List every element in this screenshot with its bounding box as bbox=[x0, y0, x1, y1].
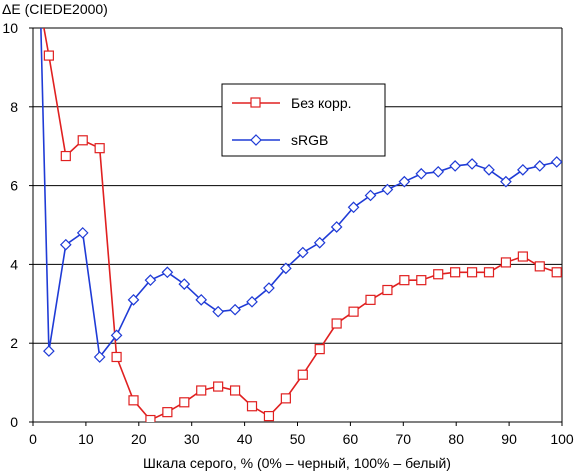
data-point bbox=[314, 344, 325, 355]
data-point bbox=[550, 156, 562, 168]
data-point bbox=[347, 201, 360, 214]
x-tick-label: 20 bbox=[131, 431, 147, 447]
data-point bbox=[246, 295, 258, 308]
legend-marker-bez-korr bbox=[250, 97, 261, 108]
data-point bbox=[229, 385, 241, 396]
data-point bbox=[229, 303, 241, 316]
x-tick-label: 60 bbox=[343, 431, 359, 447]
data-point bbox=[415, 167, 428, 180]
data-point bbox=[382, 284, 393, 296]
x-tick-label: 80 bbox=[448, 431, 464, 447]
data-point bbox=[551, 267, 562, 278]
data-point bbox=[517, 251, 528, 262]
x-axis-title: Шкала серого, % (0% – черный, 100% – бел… bbox=[143, 455, 451, 471]
data-point bbox=[533, 160, 546, 172]
x-tick-label: 70 bbox=[396, 431, 412, 447]
data-point bbox=[500, 257, 512, 268]
data-point bbox=[110, 329, 123, 342]
data-point bbox=[144, 274, 157, 287]
data-point bbox=[212, 305, 224, 318]
data-point bbox=[450, 267, 461, 278]
data-point bbox=[263, 282, 275, 294]
data-point bbox=[313, 236, 326, 249]
data-point bbox=[297, 369, 308, 380]
y-axis-title: ΔE (CIEDE2000) bbox=[2, 1, 108, 17]
y-tick-label: 2 bbox=[10, 335, 18, 351]
legend: Без корр. sRGB bbox=[221, 83, 386, 157]
data-point bbox=[330, 221, 343, 233]
data-point bbox=[179, 397, 190, 408]
data-point bbox=[93, 351, 106, 363]
data-point bbox=[398, 175, 411, 188]
x-tick-label: 50 bbox=[290, 431, 306, 447]
data-point bbox=[331, 318, 342, 329]
y-tick-label: 8 bbox=[10, 99, 18, 115]
data-point bbox=[246, 401, 258, 412]
data-point bbox=[449, 160, 461, 172]
data-point bbox=[94, 143, 105, 154]
data-point bbox=[162, 407, 173, 418]
data-point bbox=[196, 385, 207, 396]
data-point bbox=[43, 50, 54, 61]
legend-marker-srgb bbox=[250, 134, 262, 146]
data-point bbox=[213, 381, 224, 392]
series-1 bbox=[40, 28, 562, 363]
data-point bbox=[483, 163, 495, 176]
data-point bbox=[111, 351, 122, 363]
x-tick-label: 10 bbox=[78, 431, 94, 447]
legend-box bbox=[221, 83, 386, 157]
data-point bbox=[500, 175, 512, 188]
y-tick-label: 6 bbox=[10, 178, 18, 194]
data-point bbox=[483, 267, 495, 278]
data-point bbox=[381, 183, 394, 196]
data-point bbox=[60, 150, 71, 162]
series-layer bbox=[40, 28, 562, 422]
y-tick-labels: 0 2 4 6 8 10 bbox=[2, 20, 33, 430]
data-point bbox=[534, 261, 545, 272]
data-point bbox=[466, 158, 478, 170]
data-point bbox=[280, 262, 292, 275]
y-tick-label: 10 bbox=[2, 20, 18, 36]
data-point bbox=[517, 163, 529, 176]
data-point bbox=[280, 393, 291, 404]
data-point bbox=[433, 269, 444, 280]
data-point bbox=[76, 227, 89, 239]
data-point bbox=[365, 294, 376, 305]
x-tick-label: 0 bbox=[29, 431, 37, 447]
x-tick-labels: 0 10 20 30 40 50 60 70 80 90 100 bbox=[29, 422, 574, 447]
data-point bbox=[399, 275, 410, 286]
data-point bbox=[195, 294, 208, 306]
y-tick-label: 0 bbox=[10, 414, 18, 430]
data-point bbox=[348, 306, 359, 317]
data-point bbox=[178, 278, 191, 290]
data-point bbox=[432, 165, 445, 178]
data-point bbox=[364, 189, 377, 202]
data-point bbox=[296, 246, 309, 259]
legend-label-srgb: sRGB bbox=[291, 132, 328, 148]
x-tick-label: 40 bbox=[237, 431, 253, 447]
data-point bbox=[161, 266, 174, 279]
x-tick-label: 30 bbox=[184, 431, 200, 447]
x-tick-label: 90 bbox=[501, 431, 517, 447]
data-point bbox=[145, 414, 156, 422]
y-tick-label: 4 bbox=[10, 256, 18, 272]
series-0 bbox=[43, 28, 562, 422]
data-point bbox=[77, 135, 88, 146]
data-point bbox=[59, 238, 72, 251]
data-point bbox=[263, 410, 275, 422]
data-point bbox=[128, 395, 139, 406]
data-point bbox=[416, 275, 427, 286]
legend-label-bez-korr: Без корр. bbox=[291, 95, 352, 111]
data-point bbox=[466, 267, 478, 278]
data-point bbox=[127, 294, 140, 306]
x-tick-label: 100 bbox=[550, 431, 574, 447]
data-point bbox=[43, 345, 55, 357]
